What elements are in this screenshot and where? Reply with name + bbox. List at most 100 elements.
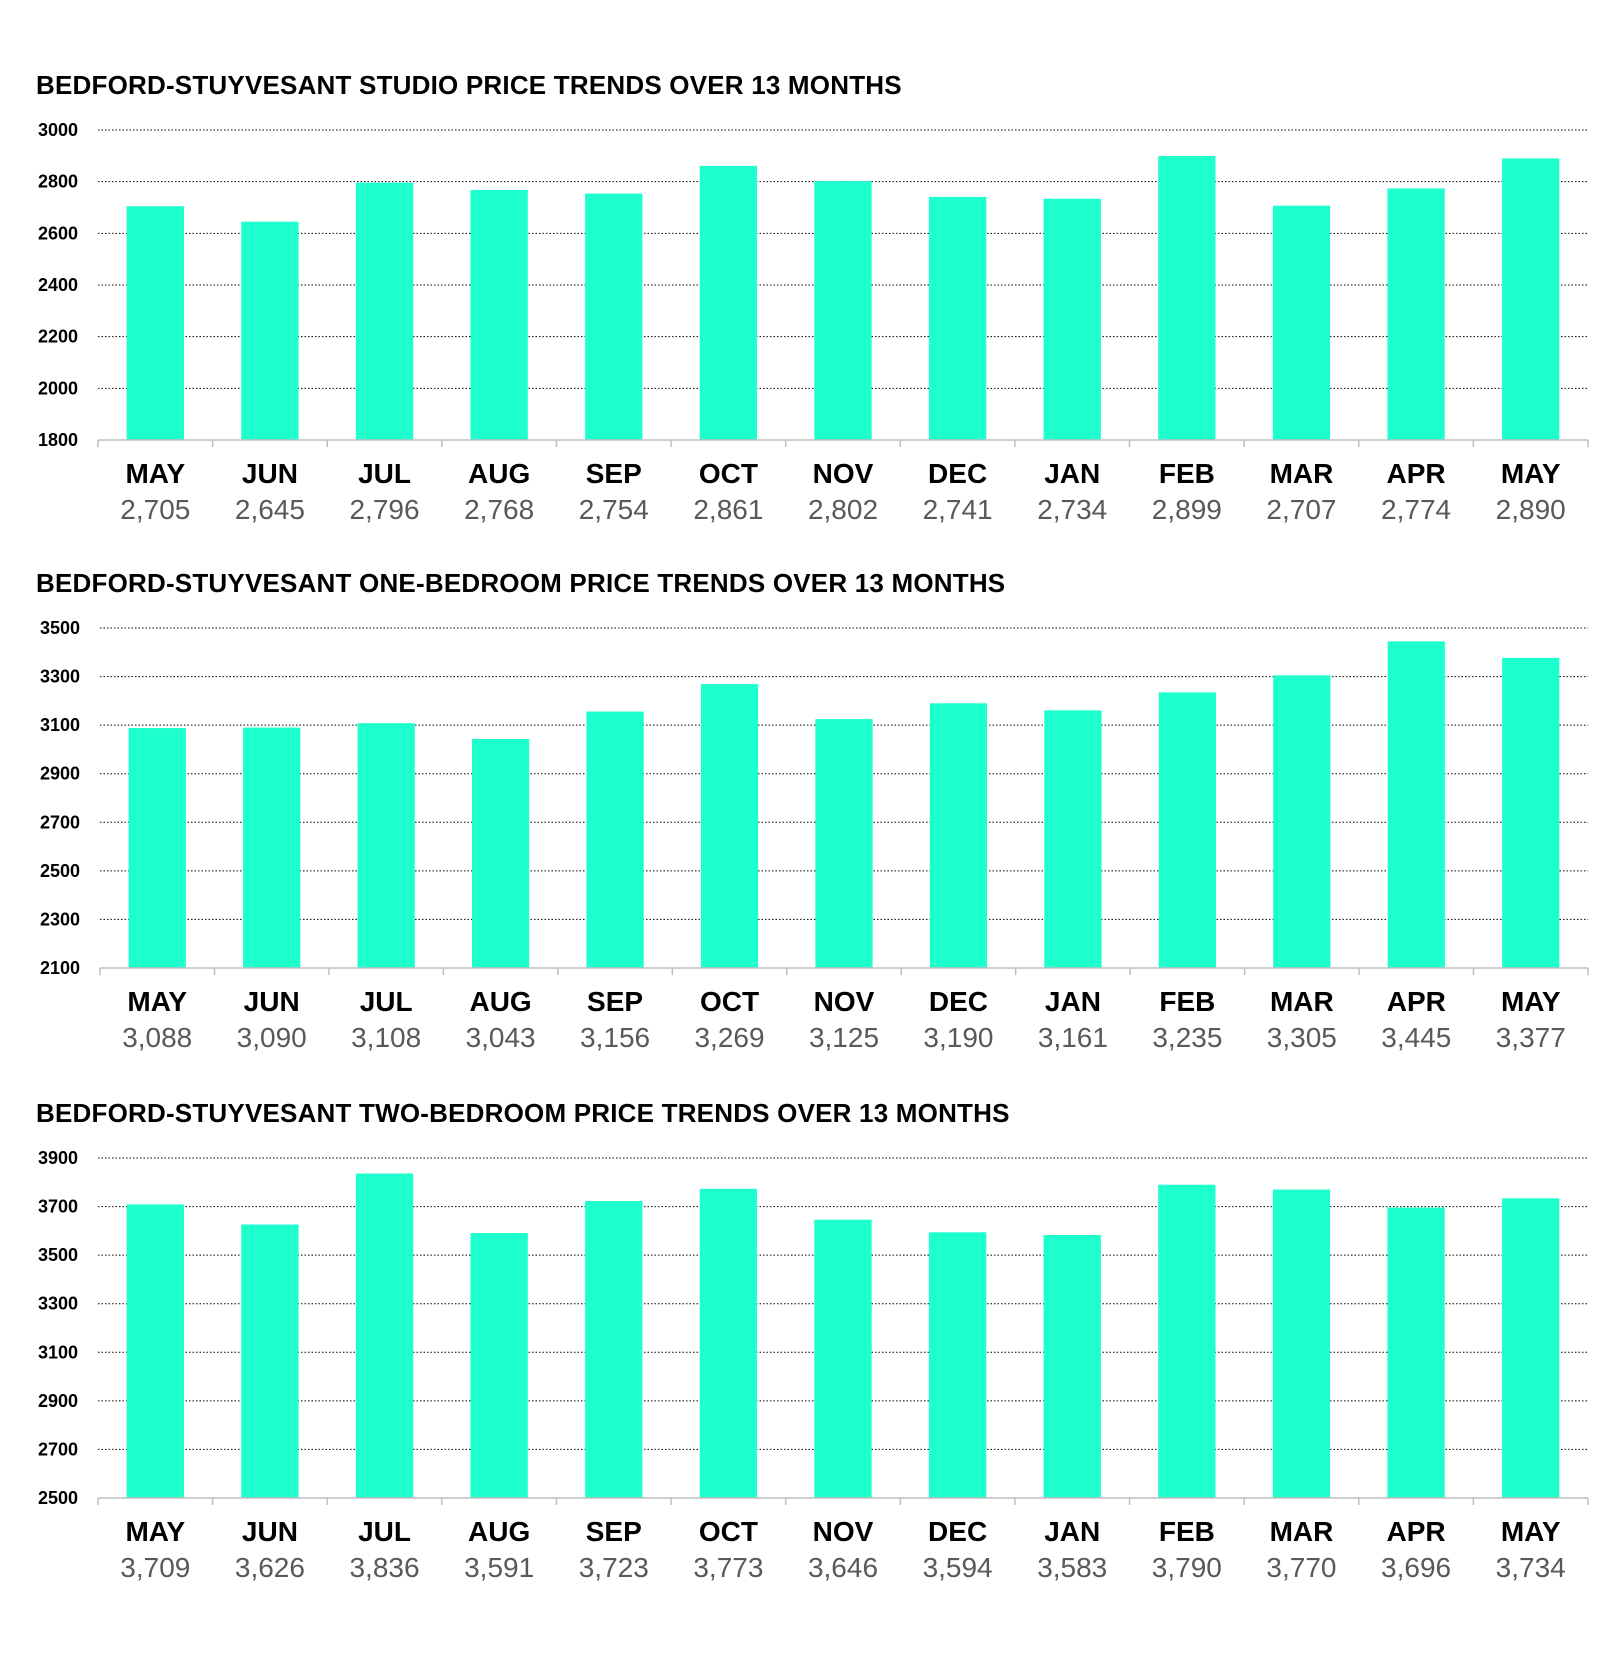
data-label: 3,723: [579, 1552, 649, 1583]
x-tick-label: FEB: [1159, 458, 1215, 489]
y-tick-label: 2400: [38, 275, 78, 295]
bar: [126, 1204, 184, 1498]
data-label: 2,899: [1152, 494, 1222, 525]
y-tick-label: 2700: [38, 1439, 78, 1459]
data-label: 2,754: [579, 494, 649, 525]
data-label: 3,583: [1037, 1552, 1107, 1583]
x-tick-label: SEP: [586, 1516, 642, 1547]
x-tick-label: MAR: [1270, 986, 1334, 1017]
x-tick-label: APR: [1387, 986, 1446, 1017]
bar: [355, 182, 414, 440]
x-tick-label: JAN: [1044, 458, 1100, 489]
data-label: 3,594: [923, 1552, 993, 1583]
x-tick-label: MAR: [1270, 1516, 1334, 1547]
data-label: 3,626: [235, 1552, 305, 1583]
bar: [472, 738, 530, 968]
data-label: 3,125: [809, 1022, 879, 1053]
x-tick-label: OCT: [700, 986, 759, 1017]
bar: [814, 181, 872, 440]
data-label: 3,108: [351, 1022, 421, 1053]
x-tick-label: JUL: [360, 986, 413, 1017]
x-tick-label: JAN: [1045, 986, 1101, 1017]
x-tick-label: NOV: [814, 986, 875, 1017]
bar: [470, 189, 528, 440]
y-tick-label: 3300: [40, 667, 80, 687]
data-label: 2,741: [923, 494, 993, 525]
bar: [585, 193, 643, 440]
y-tick-label: 2900: [38, 1391, 78, 1411]
bar: [1273, 675, 1331, 968]
y-tick-label: 2500: [38, 1488, 78, 1508]
x-tick-label: MAY: [127, 986, 187, 1017]
bar: [585, 1200, 643, 1498]
y-tick-label: 3100: [40, 715, 80, 735]
bar: [1043, 198, 1101, 440]
bar: [357, 723, 415, 968]
bar: [1387, 188, 1445, 440]
one-bedroom-chart: BEDFORD-STUYVESANT ONE-BEDROOM PRICE TRE…: [0, 568, 1600, 1058]
x-tick-label: OCT: [699, 1516, 758, 1547]
bar: [700, 684, 759, 968]
data-label: 3,773: [693, 1552, 763, 1583]
data-label: 3,790: [1152, 1552, 1222, 1583]
bar: [1387, 641, 1445, 968]
bar: [1158, 156, 1216, 440]
x-tick-label: JUN: [242, 458, 298, 489]
data-label: 3,646: [808, 1552, 878, 1583]
y-tick-label: 2000: [38, 378, 78, 398]
data-label: 3,090: [237, 1022, 307, 1053]
data-label: 2,796: [349, 494, 419, 525]
bar: [1387, 1207, 1445, 1498]
y-tick-label: 3500: [40, 618, 80, 638]
x-tick-label: MAY: [125, 458, 185, 489]
x-tick-label: OCT: [699, 458, 758, 489]
x-tick-label: MAY: [125, 1516, 185, 1547]
x-tick-label: AUG: [468, 1516, 530, 1547]
two-bedroom-chart-plot: 2500 2700 2900 3100 3300 3500 3700 3900 MAY 3,709…: [38, 1148, 1589, 1583]
bar: [128, 728, 186, 968]
x-tick-label: JUL: [358, 458, 411, 489]
data-label: 2,768: [464, 494, 534, 525]
data-label: 3,445: [1381, 1022, 1451, 1053]
y-tick-label: 3000: [38, 120, 78, 140]
x-tick-label: DEC: [928, 458, 987, 489]
y-tick-label: 2700: [40, 812, 80, 832]
chart-title: BEDFORD-STUYVESANT ONE-BEDROOM PRICE TRE…: [36, 568, 1006, 598]
bar: [1272, 205, 1331, 440]
bar: [929, 703, 988, 968]
bar: [1043, 1234, 1101, 1498]
y-tick-label: 3900: [38, 1148, 78, 1168]
data-label: 2,890: [1496, 494, 1566, 525]
two-bedroom-chart: BEDFORD-STUYVESANT TWO-BEDROOM PRICE TRE…: [0, 1098, 1600, 1598]
data-label: 3,377: [1496, 1022, 1566, 1053]
data-label: 3,043: [466, 1022, 536, 1053]
one-bedroom-chart-plot: 2100 2300 2500 2700 2900 3100 3300 3500 MAY 3,088…: [40, 618, 1589, 1053]
y-tick-label: 3700: [38, 1197, 78, 1217]
bar: [1158, 1184, 1216, 1498]
x-tick-label: SEP: [587, 986, 643, 1017]
x-tick-label: MAY: [1501, 458, 1561, 489]
data-label: 3,190: [923, 1022, 993, 1053]
bar: [1044, 710, 1102, 968]
bar: [1502, 1198, 1560, 1498]
x-tick-label: MAY: [1501, 1516, 1561, 1547]
bar: [1502, 657, 1560, 968]
x-tick-label: DEC: [929, 986, 988, 1017]
data-label: 3,156: [580, 1022, 650, 1053]
x-tick-label: NOV: [813, 1516, 874, 1547]
bar: [243, 727, 301, 968]
data-label: 2,861: [693, 494, 763, 525]
chart-title: BEDFORD-STUYVESANT STUDIO PRICE TRENDS O…: [36, 70, 902, 100]
bar: [126, 206, 184, 440]
x-tick-label: JUN: [242, 1516, 298, 1547]
x-tick-label: FEB: [1159, 1516, 1215, 1547]
x-tick-label: AUG: [469, 986, 531, 1017]
x-tick-label: JAN: [1044, 1516, 1100, 1547]
x-tick-label: APR: [1387, 458, 1446, 489]
data-label: 3,836: [349, 1552, 419, 1583]
data-label: 3,696: [1381, 1552, 1451, 1583]
data-label: 2,705: [120, 494, 190, 525]
bar: [1502, 158, 1560, 440]
data-label: 3,305: [1267, 1022, 1337, 1053]
data-label: 3,770: [1266, 1552, 1336, 1583]
